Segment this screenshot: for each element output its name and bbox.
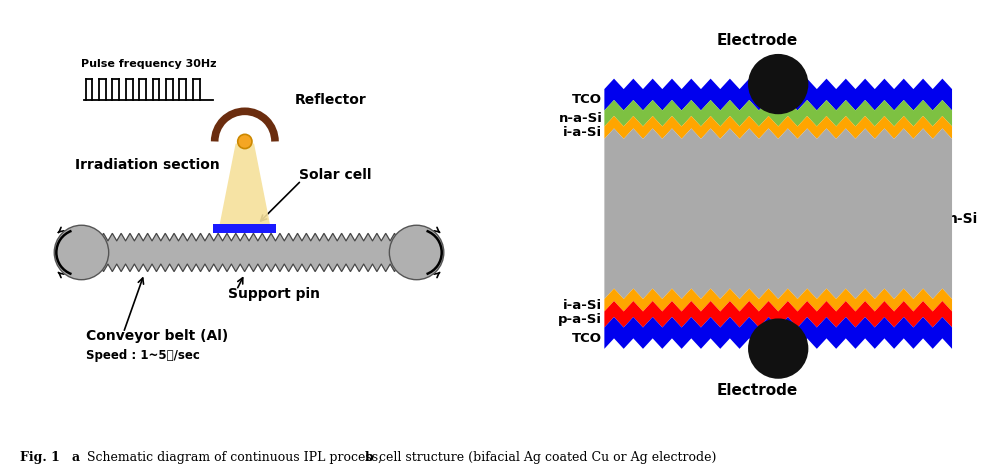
Polygon shape bbox=[604, 288, 952, 311]
Text: i-a-Si: i-a-Si bbox=[563, 299, 602, 312]
Text: Support pin: Support pin bbox=[228, 288, 320, 301]
Text: cell structure (bifacial Ag coated Cu or Ag electrode): cell structure (bifacial Ag coated Cu or… bbox=[375, 451, 716, 464]
Text: n-a-Si: n-a-Si bbox=[558, 112, 602, 125]
Polygon shape bbox=[81, 233, 417, 245]
Bar bbox=[213, 224, 276, 233]
Text: TCO: TCO bbox=[572, 332, 602, 345]
Text: Pulse frequency 30Hz: Pulse frequency 30Hz bbox=[81, 59, 217, 69]
Circle shape bbox=[748, 54, 808, 114]
Text: Irradiation section: Irradiation section bbox=[75, 158, 220, 171]
Polygon shape bbox=[604, 129, 952, 299]
Polygon shape bbox=[604, 79, 952, 110]
Polygon shape bbox=[604, 116, 952, 139]
Text: n-Si: n-Si bbox=[948, 212, 978, 226]
Circle shape bbox=[238, 134, 252, 149]
Bar bbox=[81, 241, 417, 264]
Text: Solar cell: Solar cell bbox=[299, 168, 372, 182]
Text: p-a-Si: p-a-Si bbox=[558, 313, 602, 326]
Polygon shape bbox=[604, 100, 952, 127]
Text: Electrode: Electrode bbox=[717, 33, 798, 48]
Text: TCO: TCO bbox=[572, 93, 602, 106]
Text: Schematic diagram of continuous IPL process,: Schematic diagram of continuous IPL proc… bbox=[83, 451, 386, 464]
Text: Electrode: Electrode bbox=[717, 383, 798, 398]
Text: Fig. 1: Fig. 1 bbox=[20, 451, 69, 464]
Text: a: a bbox=[72, 451, 80, 464]
Circle shape bbox=[389, 225, 444, 280]
Circle shape bbox=[54, 225, 109, 280]
Polygon shape bbox=[220, 144, 270, 224]
Polygon shape bbox=[81, 260, 417, 271]
Text: b: b bbox=[365, 451, 374, 464]
Polygon shape bbox=[604, 317, 952, 349]
Text: Conveyor belt (Al): Conveyor belt (Al) bbox=[86, 329, 228, 343]
Polygon shape bbox=[604, 301, 952, 327]
Text: Reflector: Reflector bbox=[295, 92, 367, 107]
Circle shape bbox=[748, 318, 808, 379]
Text: Speed : 1~5㎝/sec: Speed : 1~5㎝/sec bbox=[86, 348, 200, 362]
Text: i-a-Si: i-a-Si bbox=[563, 126, 602, 139]
